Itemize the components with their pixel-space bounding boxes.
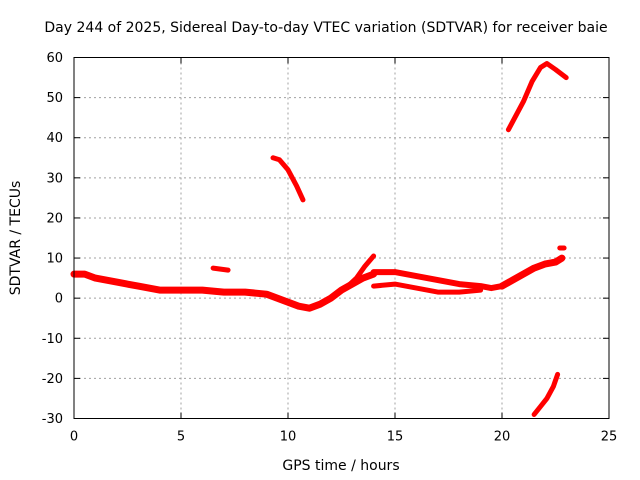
data-series [70, 61, 569, 417]
y-tick-label: 20 [46, 211, 63, 226]
y-tick-labels: 60 50 40 30 20 10 0 -10 -20 -30 [42, 51, 63, 427]
x-tick-label: 20 [494, 430, 511, 445]
y-tick-label: -10 [42, 332, 63, 347]
series-main-band [70, 270, 378, 312]
y-axis-label: SDTVAR / TECUs [8, 181, 24, 296]
x-tick-label: 15 [387, 430, 404, 445]
x-axis-label: GPS time / hours [282, 458, 399, 474]
series-band-14-20 [370, 269, 505, 292]
y-tick-label: -20 [42, 372, 63, 387]
series-segment-9.3-10.7 [270, 155, 306, 203]
y-tick-label: -30 [42, 412, 63, 427]
series-lower-band-14-20 [371, 281, 484, 295]
tick-marks [73, 57, 610, 419]
series-segment-21.5-22.6 [531, 371, 561, 417]
series-segment-20.3-23 [505, 61, 569, 133]
y-tick-label: 50 [46, 91, 63, 106]
x-tick-label: 25 [601, 430, 618, 445]
series-upper-branch-13-15 [345, 253, 377, 289]
x-tick-label: 5 [177, 430, 185, 445]
plot-frame [73, 57, 610, 419]
chart-title: Day 244 of 2025, Sidereal Day-to-day VTE… [44, 20, 607, 36]
grid [74, 57, 609, 419]
y-tick-label: 60 [46, 51, 63, 66]
y-tick-label: 0 [55, 292, 63, 307]
y-tick-label: 10 [46, 252, 63, 267]
x-tick-labels: 0 5 10 15 20 25 [70, 430, 617, 445]
y-tick-label: 40 [46, 131, 63, 146]
y-tick-label: 30 [46, 171, 63, 186]
series-rise-20-23 [498, 254, 566, 290]
x-tick-label: 0 [70, 430, 78, 445]
x-tick-label: 10 [280, 430, 297, 445]
series-segment-6.5-7.2 [210, 265, 231, 273]
